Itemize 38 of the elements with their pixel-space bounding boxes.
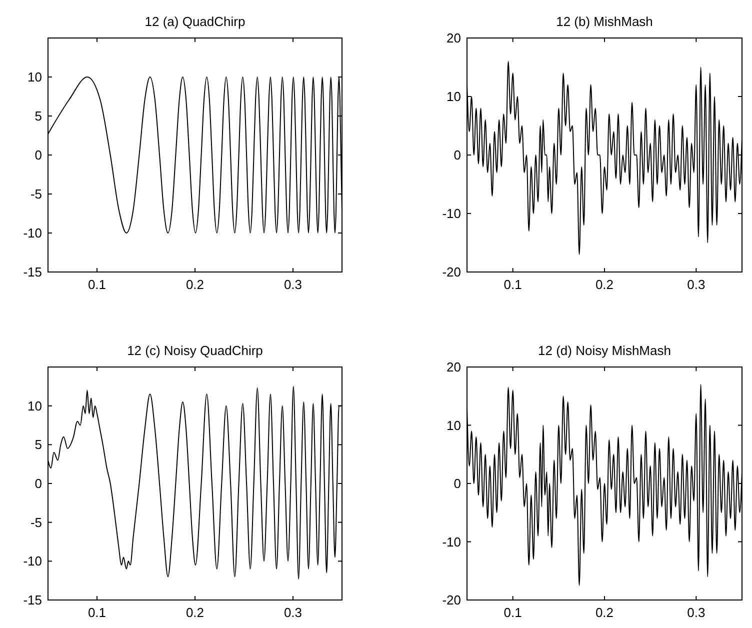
y-tick-label: 20 <box>446 360 461 374</box>
x-tick-label: 0.2 <box>595 277 614 292</box>
x-tick-label: 0.2 <box>186 277 204 292</box>
y-tick-label: -15 <box>23 592 42 608</box>
y-tick-label: -5 <box>30 186 42 202</box>
y-tick-label: 10 <box>446 89 461 104</box>
y-tick-label: 5 <box>34 437 42 452</box>
x-tick-label: 0.3 <box>687 605 706 620</box>
x-tick-label: 0.3 <box>687 277 706 292</box>
chart-title: 12 (d) Noisy MishMash <box>538 343 671 358</box>
y-tick-label: -5 <box>30 514 42 530</box>
y-tick-label: 0 <box>454 476 461 491</box>
y-tick-label: -10 <box>23 226 42 240</box>
chart-title: 12 (c) Noisy QuadChirp <box>127 343 263 358</box>
y-tick-label: 0 <box>34 148 42 162</box>
x-tick-label: 0.3 <box>284 605 302 620</box>
x-tick-label: 0.1 <box>88 605 106 620</box>
x-tick-label: 0.1 <box>504 277 522 292</box>
y-tick-label: 5 <box>34 108 42 124</box>
chart-title: 12 (a) QuadChirp <box>144 14 246 29</box>
x-tick-label: 0.2 <box>186 605 204 620</box>
y-tick-label: 10 <box>446 418 461 433</box>
y-tick-label: -10 <box>23 554 42 569</box>
y-tick-label: 0 <box>454 148 461 162</box>
x-tick-label: 0.1 <box>504 605 522 620</box>
y-tick-label: 20 <box>446 30 461 46</box>
x-tick-label: 0.3 <box>284 277 302 292</box>
y-tick-label: -10 <box>442 534 461 550</box>
y-tick-label: 0 <box>34 476 42 491</box>
x-tick-label: 0.1 <box>88 277 106 292</box>
x-tick-label: 0.2 <box>595 605 614 620</box>
y-tick-label: -10 <box>442 206 461 221</box>
y-tick-label: -20 <box>442 264 461 280</box>
chart-title: 12 (b) MishMash <box>556 14 653 29</box>
y-tick-label: 10 <box>28 398 42 414</box>
y-tick-label: -20 <box>442 592 461 608</box>
y-tick-label: -15 <box>23 264 42 280</box>
y-tick-label: 10 <box>28 70 42 84</box>
